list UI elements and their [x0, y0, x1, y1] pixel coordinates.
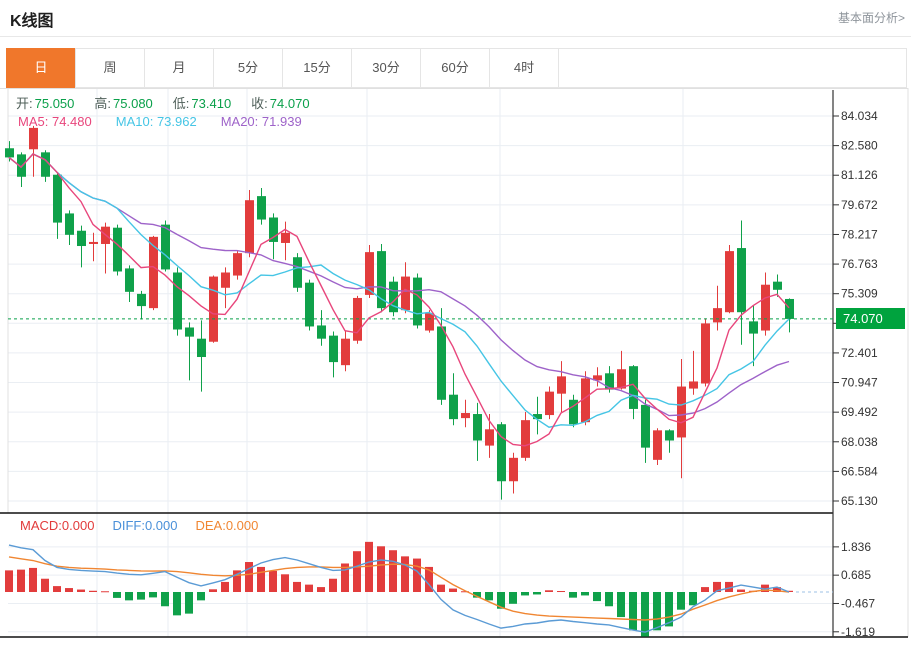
svg-text:1.836: 1.836: [841, 540, 871, 554]
svg-text:69.492: 69.492: [841, 405, 878, 419]
tab-5min[interactable]: 5分: [213, 48, 283, 88]
svg-text:79.672: 79.672: [841, 198, 878, 212]
svg-text:72.401: 72.401: [841, 346, 878, 360]
tab-week[interactable]: 周: [75, 48, 145, 88]
fundamental-analysis-link[interactable]: 基本面分析>: [837, 11, 905, 25]
svg-text:-0.467: -0.467: [841, 596, 875, 610]
svg-text:82.580: 82.580: [841, 139, 878, 153]
tab-4hour[interactable]: 4时: [489, 48, 559, 88]
svg-text:76.763: 76.763: [841, 257, 878, 271]
svg-text:75.309: 75.309: [841, 287, 878, 301]
period-tabbar: 日 周 月 5分 15分 30分 60分 4时: [6, 48, 907, 88]
chart-canvas[interactable]: 84.034 82.580 81.126 79.672 78.217 76.763 75.3…: [0, 88, 911, 648]
svg-text:81.126: 81.126: [841, 168, 878, 182]
tab-day[interactable]: 日: [6, 48, 76, 88]
svg-text:-1.619: -1.619: [841, 625, 875, 639]
current-price-tag: 74.070: [836, 308, 905, 329]
kline-chart[interactable]: 84.034 82.580 81.126 79.672 78.217 76.763 75.3…: [0, 88, 911, 648]
svg-text:84.034: 84.034: [841, 109, 878, 123]
tab-month[interactable]: 月: [144, 48, 214, 88]
svg-text:78.217: 78.217: [841, 227, 878, 241]
tabbar-filler: [558, 48, 907, 88]
page-header: K线图 基本面分析>: [0, 0, 911, 37]
tab-30min[interactable]: 30分: [351, 48, 421, 88]
tab-15min[interactable]: 15分: [282, 48, 352, 88]
page-title: K线图: [10, 13, 54, 30]
svg-text:68.038: 68.038: [841, 435, 878, 449]
svg-text:70.947: 70.947: [841, 376, 878, 390]
svg-text:65.130: 65.130: [841, 494, 878, 508]
svg-text:0.685: 0.685: [841, 568, 871, 582]
svg-text:66.584: 66.584: [841, 464, 878, 478]
tab-60min[interactable]: 60分: [420, 48, 490, 88]
